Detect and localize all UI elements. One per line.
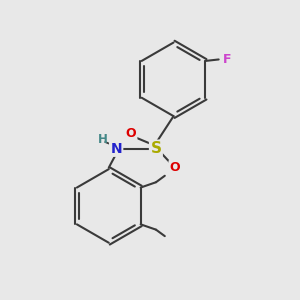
Text: F: F [223, 53, 232, 66]
Text: O: O [170, 161, 180, 174]
Text: O: O [125, 127, 136, 140]
Text: H: H [98, 133, 108, 146]
Text: N: N [110, 142, 122, 155]
Text: S: S [150, 141, 161, 156]
